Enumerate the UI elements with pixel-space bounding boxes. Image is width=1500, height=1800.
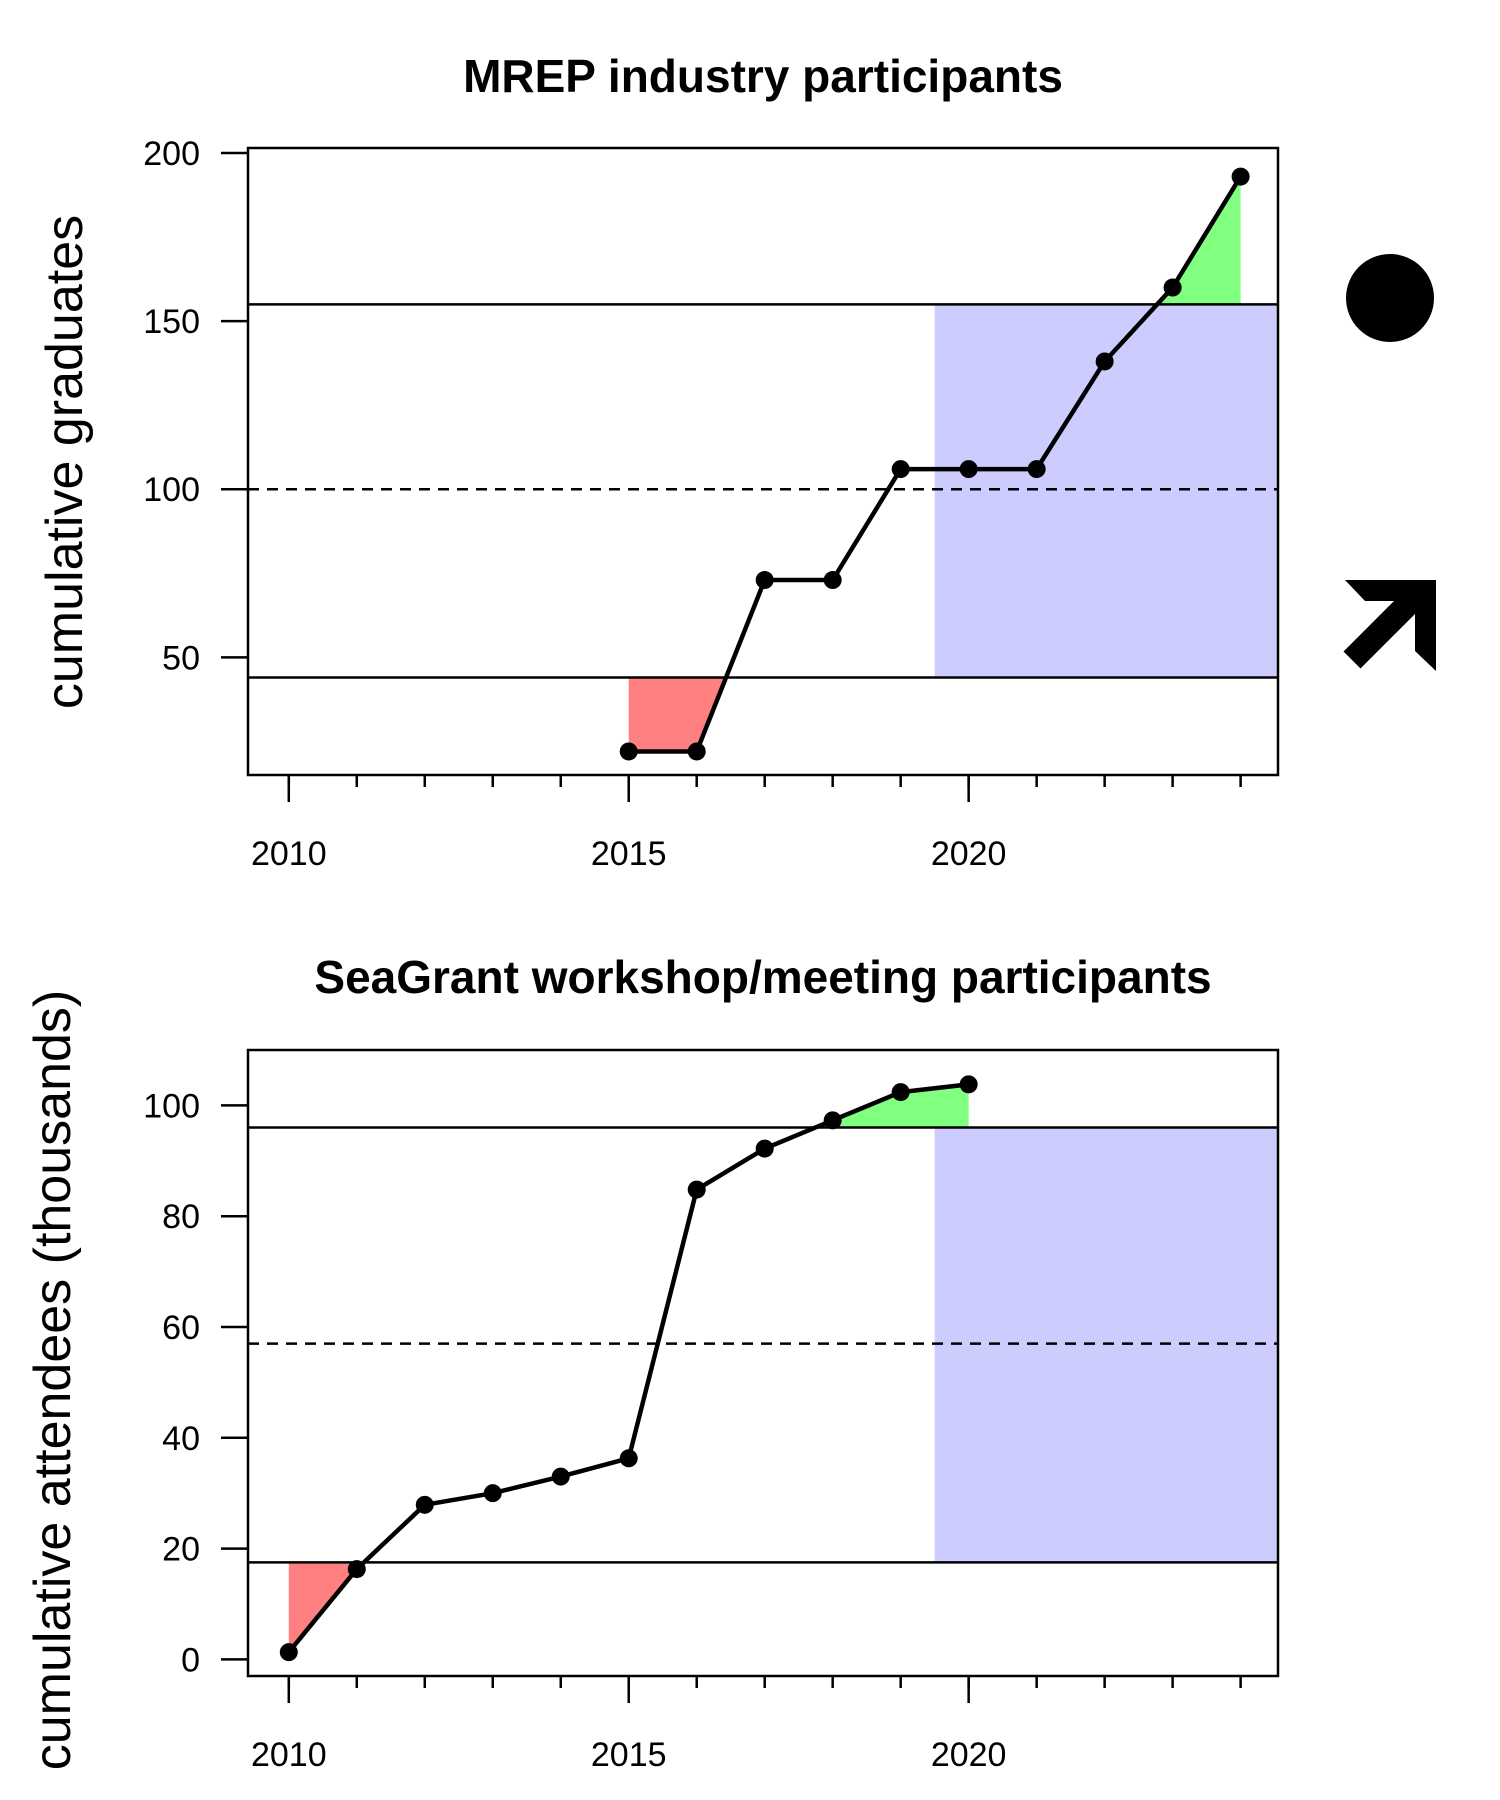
y-tick-label: 0	[181, 1641, 200, 1679]
trend-arrow-up-right-icon	[1343, 580, 1436, 671]
data-point	[891, 460, 910, 479]
series-line	[287, 1082, 969, 1654]
below-lower-fill	[288, 1562, 364, 1653]
data-point	[279, 1643, 298, 1662]
chart-title: MREP industry participants	[463, 50, 1063, 102]
data-point	[959, 460, 978, 479]
y-axis-label: cumulative graduates	[36, 215, 94, 709]
data-point	[1163, 278, 1182, 297]
y-tick-label: 40	[162, 1420, 200, 1458]
x-tick-label: 2015	[591, 835, 667, 873]
chart-title: SeaGrant workshop/meeting participants	[314, 951, 1211, 1003]
y-tick-label: 80	[162, 1198, 200, 1236]
recent-period-shading	[934, 1127, 1278, 1563]
data-point	[823, 571, 842, 590]
data-point	[823, 1111, 842, 1130]
data-point	[687, 1180, 706, 1199]
above-upper-fill	[815, 1084, 969, 1128]
y-tick-label: 100	[143, 1087, 200, 1125]
x-tick-label: 2020	[931, 835, 1007, 873]
data-point	[687, 742, 706, 761]
data-point	[347, 1560, 366, 1579]
plot-frame	[246, 146, 1280, 777]
status-filled-circle-icon	[1346, 254, 1434, 342]
above-upper-fill	[1157, 176, 1241, 305]
x-tick-label: 2010	[251, 1736, 327, 1774]
data-point	[1095, 352, 1114, 371]
data-point	[619, 1449, 638, 1468]
data-point	[1231, 167, 1250, 186]
x-tick-label: 2015	[591, 1736, 667, 1774]
data-point	[619, 742, 638, 761]
y-tick-label: 150	[143, 303, 200, 341]
y-tick-label: 20	[162, 1531, 200, 1569]
data-point	[959, 1075, 978, 1094]
x-tick-label: 2020	[931, 1736, 1007, 1774]
plot-area	[248, 1082, 1278, 1654]
data-point	[483, 1484, 502, 1503]
plot-area	[248, 175, 1278, 754]
y-tick-label: 100	[143, 471, 200, 509]
data-point	[1027, 460, 1046, 479]
chart-panel-1: SeaGrant workshop/meeting participants cu…	[24, 951, 1280, 1774]
y-tick-label: 200	[143, 135, 200, 173]
y-tick-label: 50	[162, 639, 200, 677]
y-axis-label: cumulative attendees (thousands)	[24, 990, 82, 1770]
data-point	[891, 1083, 910, 1102]
x-tick-label: 2010	[251, 835, 327, 873]
data-point	[551, 1467, 570, 1486]
y-tick-label: 60	[162, 1309, 200, 1347]
data-point	[415, 1495, 434, 1514]
plot-frame	[246, 1048, 1280, 1678]
data-point	[755, 571, 774, 590]
series-line	[628, 175, 1243, 754]
data-point	[755, 1139, 774, 1158]
chart-panel-0: MREP industry participants cumulative gra…	[36, 50, 1436, 873]
